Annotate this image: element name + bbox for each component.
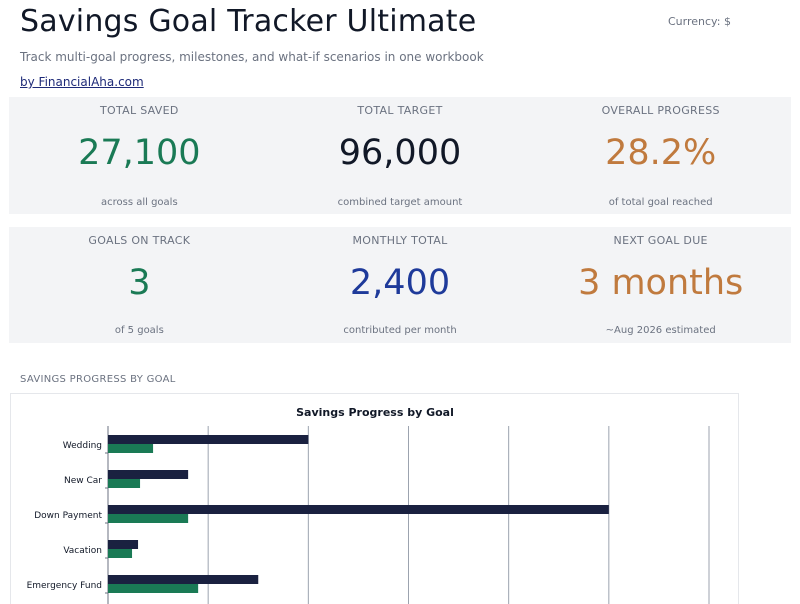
page-subtitle: Track multi-goal progress, milestones, a… <box>20 50 484 64</box>
bar-target <box>108 575 259 584</box>
kpi-value: 27,100 <box>78 133 201 173</box>
kpi-value: 3 <box>128 263 151 303</box>
kpi-monthly-total: MONTHLY TOTAL 2,400 contributed per mont… <box>270 227 531 343</box>
kpi-value: 96,000 <box>338 133 462 173</box>
kpi-total-saved: TOTAL SAVED 27,100 across all goals <box>9 97 270 214</box>
kpi-overall-progress: OVERALL PROGRESS 28.2% of total goal rea… <box>530 97 791 214</box>
bar-target <box>108 505 609 514</box>
y-tick-label: Vacation <box>63 546 102 556</box>
kpi-label: NEXT GOAL DUE <box>613 234 708 247</box>
kpi-note: of total goal reached <box>608 197 713 208</box>
kpi-note: contributed per month <box>343 325 457 336</box>
bar-saved <box>108 584 199 593</box>
kpi-goals-on-track: GOALS ON TRACK 3 of 5 goals <box>9 227 270 343</box>
bar-saved <box>108 444 154 453</box>
kpi-total-target: TOTAL TARGET 96,000 combined target amou… <box>270 97 531 214</box>
savings-progress-chart: Savings Progress by Goal Wedding New Car Do… <box>10 393 739 604</box>
kpi-label: TOTAL SAVED <box>100 104 179 117</box>
y-tick-label: Emergency Fund <box>27 581 102 591</box>
kpi-label: TOTAL TARGET <box>357 104 443 117</box>
chart-title: Savings Progress by Goal <box>296 406 454 419</box>
kpi-row-secondary: GOALS ON TRACK 3 of 5 goals MONTHLY TOTA… <box>9 227 791 343</box>
kpi-row-primary: TOTAL SAVED 27,100 across all goals TOTA… <box>9 97 791 214</box>
y-tick-label: Wedding <box>63 441 102 451</box>
byline-link[interactable]: by FinancialAha.com <box>20 75 144 89</box>
bar-target <box>108 435 309 444</box>
bar-target <box>108 470 189 479</box>
kpi-note: ~Aug 2026 estimated <box>605 325 716 336</box>
kpi-note: of 5 goals <box>114 325 164 336</box>
section-label: SAVINGS PROGRESS BY GOAL <box>20 374 176 385</box>
kpi-next-goal-due: NEXT GOAL DUE 3 months ~Aug 2026 estimat… <box>530 227 791 343</box>
bar-target <box>108 540 139 549</box>
bar-saved <box>108 514 189 523</box>
kpi-value: 28.2% <box>605 133 717 173</box>
bar-saved <box>108 479 141 488</box>
y-tick-label: New Car <box>64 476 102 486</box>
y-tick-label: Down Payment <box>34 511 102 521</box>
kpi-note: combined target amount <box>337 197 463 208</box>
page-title: Savings Goal Tracker Ultimate <box>20 4 477 39</box>
kpi-note: across all goals <box>100 197 178 208</box>
kpi-value: 3 months <box>578 263 744 303</box>
bar-saved <box>108 549 133 558</box>
kpi-value: 2,400 <box>349 263 451 303</box>
currency-label: Currency: $ <box>668 15 731 28</box>
kpi-label: MONTHLY TOTAL <box>352 234 448 247</box>
chart-svg: Savings Progress by Goal Wedding New Car Do… <box>27 406 710 604</box>
kpi-label: GOALS ON TRACK <box>88 234 191 247</box>
kpi-label: OVERALL PROGRESS <box>601 104 720 117</box>
